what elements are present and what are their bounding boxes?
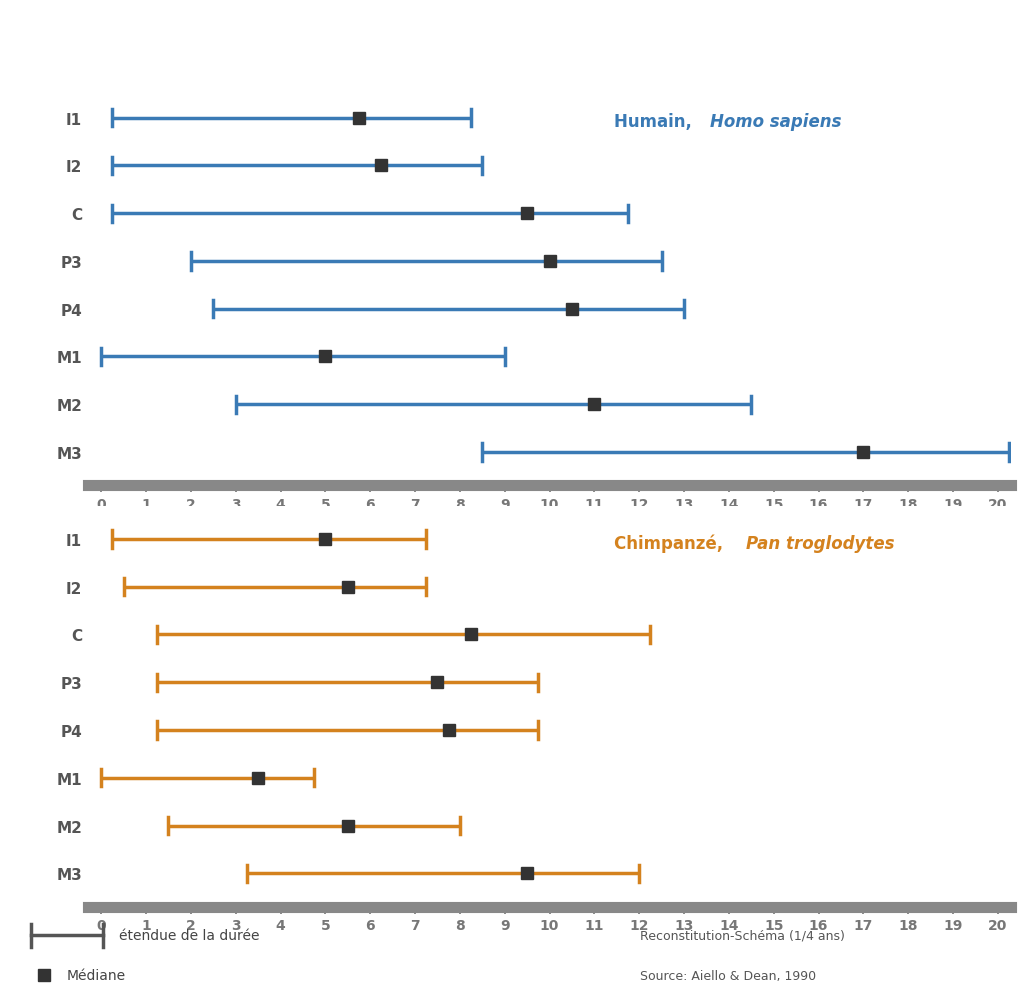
Text: Pan troglodytes: Pan troglodytes xyxy=(746,534,895,552)
Text: étendue de la durée: étendue de la durée xyxy=(119,929,259,942)
Text: Comparaison du développement des dents définitives
chez deux primates: Comparaison du développement des dents d… xyxy=(18,12,547,53)
Text: Humain,: Humain, xyxy=(614,113,698,131)
Text: Chimpanzé,: Chimpanzé, xyxy=(614,534,729,552)
Text: Source: Aiello & Dean, 1990: Source: Aiello & Dean, 1990 xyxy=(640,969,816,982)
Text: Homo sapiens: Homo sapiens xyxy=(710,113,842,131)
Text: Médiane: Médiane xyxy=(67,968,126,982)
Text: Reconstitution-Schéma (1/4 ans): Reconstitution-Schéma (1/4 ans) xyxy=(640,929,845,942)
